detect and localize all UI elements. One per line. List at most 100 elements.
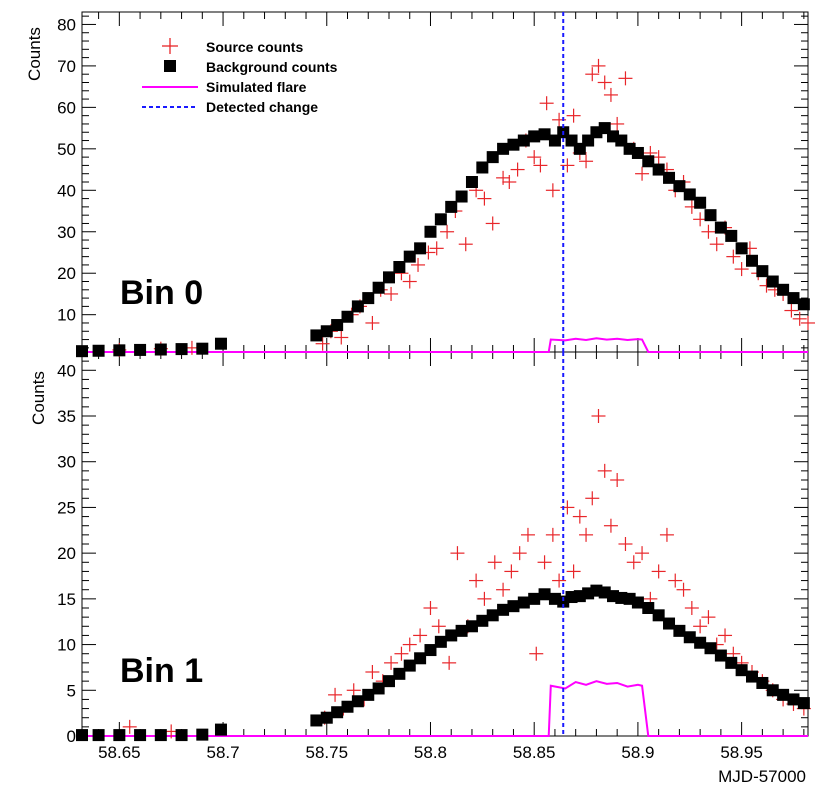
y-tick-label: 30	[57, 223, 76, 242]
background-point	[414, 242, 427, 255]
background-point	[445, 200, 458, 213]
x-tick-label: 58.85	[513, 743, 556, 762]
background-point	[787, 693, 800, 706]
legend-change-label: Detected change	[206, 99, 318, 115]
background-point	[528, 592, 541, 605]
y-tick-label: 40	[57, 181, 76, 200]
background-point	[76, 729, 88, 742]
source-point	[328, 687, 343, 702]
source-point	[429, 241, 444, 256]
legend-source-label: Source counts	[206, 39, 303, 55]
background-point	[465, 620, 478, 633]
source-point	[469, 573, 484, 588]
background-point	[465, 176, 478, 188]
background-point	[351, 300, 364, 313]
source-point	[533, 158, 548, 173]
background-point	[331, 319, 344, 332]
legend-source-marker	[162, 38, 178, 54]
y-tick-label: 10	[57, 306, 76, 325]
simulated-flare-line	[82, 680, 808, 737]
source-point	[701, 224, 716, 239]
background-point	[92, 729, 105, 742]
source-point	[440, 224, 455, 239]
source-point	[512, 546, 527, 561]
background-point	[538, 128, 551, 141]
source-point	[560, 158, 575, 173]
source-point	[504, 564, 519, 579]
background-point	[694, 196, 707, 209]
background-point	[517, 134, 530, 147]
background-point	[673, 624, 686, 637]
source-point	[579, 154, 594, 169]
background-point	[414, 652, 427, 665]
y-tick-label: 50	[57, 140, 76, 159]
background-point	[434, 213, 447, 226]
background-point	[652, 163, 665, 176]
background-point	[797, 298, 810, 311]
background-point	[76, 345, 88, 358]
background-point	[214, 723, 227, 736]
background-point	[528, 130, 541, 143]
background-point	[424, 225, 437, 238]
source-point	[734, 262, 749, 277]
background-point	[694, 636, 707, 649]
background-point	[486, 609, 499, 622]
source-point	[635, 546, 650, 561]
background-point	[154, 343, 167, 356]
background-point	[642, 602, 655, 614]
background-point	[652, 609, 665, 622]
background-point	[590, 126, 603, 139]
source-point	[477, 191, 492, 206]
background-point	[538, 588, 551, 601]
background-point	[517, 596, 530, 609]
source-point	[784, 303, 799, 318]
source-point	[603, 87, 618, 102]
source-point	[485, 216, 500, 231]
source-point	[718, 628, 733, 643]
panel-1-frame	[81, 351, 809, 737]
background-point	[642, 155, 655, 168]
source-point	[726, 249, 741, 264]
source-point	[413, 628, 428, 643]
source-point	[496, 582, 511, 597]
background-point	[756, 265, 769, 278]
background-point	[310, 329, 323, 342]
background-point	[372, 281, 385, 294]
background-point	[113, 344, 126, 357]
background-point	[434, 635, 447, 648]
background-point	[745, 670, 758, 683]
background-point	[351, 695, 364, 708]
legend-flare-label: Simulated flare	[206, 79, 307, 95]
background-point	[714, 221, 727, 234]
source-point	[579, 527, 594, 542]
background-point	[382, 675, 395, 688]
background-point	[766, 684, 779, 697]
panel-0-ylabel: Counts	[25, 27, 44, 81]
source-point	[610, 473, 625, 487]
source-point	[458, 237, 473, 252]
source-point	[537, 555, 552, 570]
legend-background-label: Background counts	[206, 59, 338, 75]
source-point	[442, 655, 457, 670]
panel-0-label: Bin 0	[120, 274, 203, 312]
background-point	[725, 656, 738, 669]
source-point	[510, 162, 525, 177]
x-tick-label: 58.75	[305, 743, 348, 762]
source-point	[545, 183, 560, 198]
background-point	[756, 676, 769, 689]
legend: Source counts Background counts Simulate…	[142, 38, 338, 115]
source-point	[315, 336, 330, 351]
background-point	[341, 310, 354, 323]
source-point	[585, 491, 600, 506]
background-point	[766, 275, 779, 288]
background-point	[507, 600, 520, 613]
background-point	[331, 706, 344, 719]
background-point	[476, 614, 489, 627]
panel-1-marks	[76, 352, 811, 742]
background-point	[745, 254, 758, 267]
y-tick-label: 80	[57, 15, 76, 34]
source-point	[384, 655, 399, 670]
background-point	[362, 292, 375, 305]
source-point	[384, 286, 399, 301]
background-point	[320, 711, 333, 724]
